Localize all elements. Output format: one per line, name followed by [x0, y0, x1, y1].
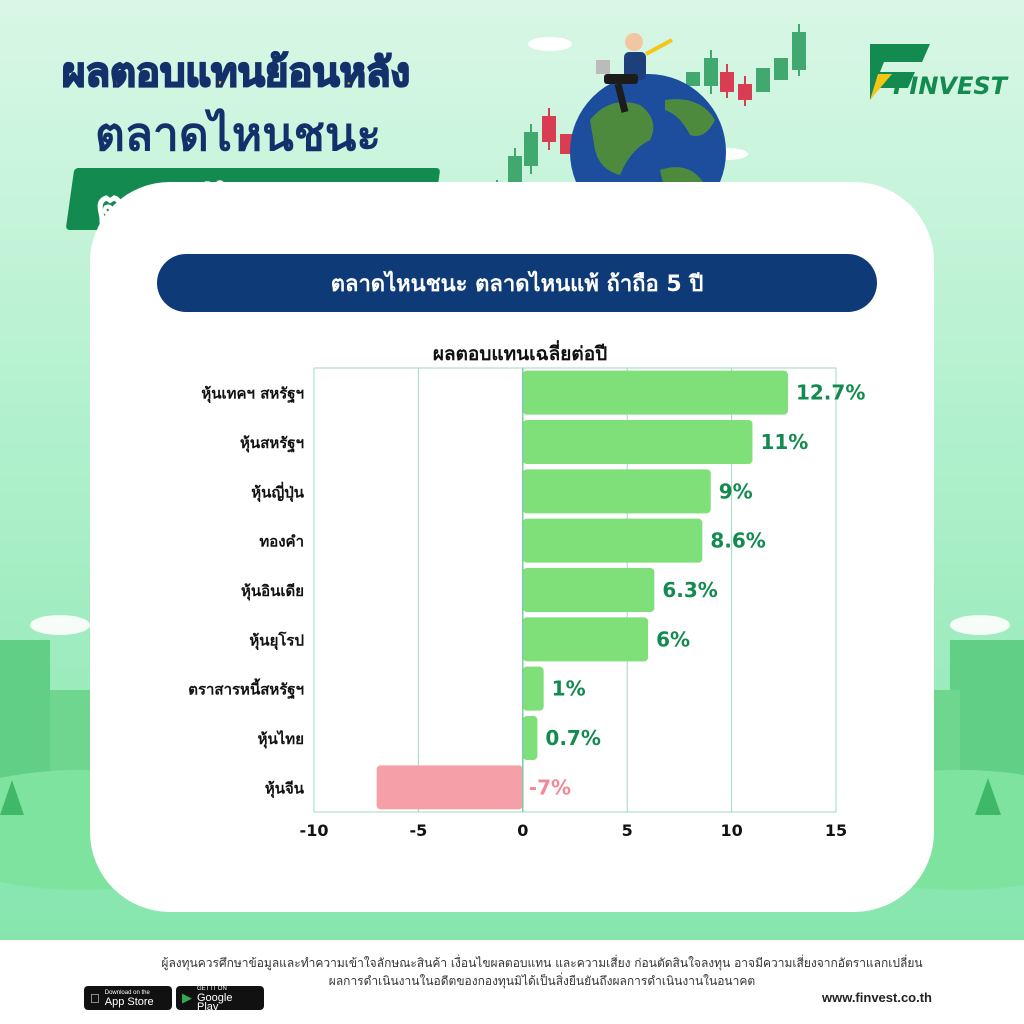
data-label: 0.7%: [545, 726, 600, 750]
x-tick-label: 5: [622, 821, 633, 840]
bar: [522, 518, 703, 563]
data-label: 9%: [719, 479, 753, 503]
data-label: 6%: [656, 627, 690, 651]
x-tick-label: 10: [720, 821, 742, 840]
disclaimer-text: ผู้ลงทุนควรศึกษาข้อมูลและทำความเข้าใจลัก…: [0, 954, 1024, 990]
data-label: 12.7%: [796, 381, 865, 405]
bar: [522, 568, 655, 612]
apple-icon: : [90, 991, 100, 1006]
category-label: หุ้นยุโรป: [249, 630, 304, 650]
category-label: หุ้นจีน: [265, 779, 305, 798]
footer: [0, 940, 1024, 1024]
bar: [522, 370, 788, 415]
bar: [522, 420, 753, 464]
google-play-label: Google Play: [197, 991, 233, 1013]
category-label: หุ้นอินเดีย: [241, 582, 304, 601]
bar: [522, 617, 649, 662]
category-label: หุ้นเทคฯ สหรัฐฯ: [201, 385, 304, 404]
category-label: ทองคำ: [259, 533, 304, 551]
x-tick-label: -5: [410, 821, 428, 840]
app-store-button[interactable]:  Download on the App Store: [84, 986, 172, 1010]
google-play-small-label: GET IT ON: [197, 985, 227, 992]
finvest-logo-icon: [870, 44, 930, 100]
app-store-small-label: Download on the: [95, 990, 150, 996]
bar: [522, 469, 711, 514]
chart-banner: ตลาดไหนชนะ ตลาดไหนแพ้ ถ้าถือ 5 ปี: [157, 254, 877, 312]
x-tick-label: 15: [825, 821, 847, 840]
chart-title: ผลตอบแทนเฉลี่ยต่อปี: [433, 340, 607, 365]
category-label: หุ้นสหรัฐฯ: [240, 434, 304, 453]
category-label: หุ้นญี่ปุ่น: [251, 481, 304, 502]
disclaimer-line-2: ผลการดำเนินงานในอดีตของกองทุนมิได้เป็นสิ…: [328, 974, 756, 988]
brand-logo-text: FINVEST: [893, 72, 1008, 100]
category-label: หุ้นไทย: [258, 729, 304, 749]
bar: [522, 666, 544, 711]
app-store-label: App Store: [95, 996, 154, 1008]
x-tick-label: -10: [300, 821, 329, 840]
website-link[interactable]: www.finvest.co.th: [821, 990, 932, 1005]
google-play-button[interactable]: ▶ GET IT ON Google Play: [176, 985, 264, 1013]
disclaimer-line-1: ผู้ลงทุนควรศึกษาข้อมูลและทำความเข้าใจลัก…: [161, 956, 923, 970]
title-line-2: ตลาดไหนชนะ: [95, 107, 382, 161]
data-label: 1%: [552, 677, 586, 701]
data-label: 8.6%: [710, 529, 765, 553]
x-tick-label: 0: [517, 821, 528, 840]
bar: [522, 716, 538, 760]
businessman-icon: [596, 33, 673, 113]
title-line-1: ผลตอบแทนย้อนหลัง: [61, 49, 411, 97]
category-label: ตราสารหนี้สหรัฐฯ: [188, 678, 304, 700]
play-store-icon: ▶: [182, 990, 192, 1005]
data-label: 6.3%: [662, 578, 717, 602]
data-label: 11%: [760, 430, 808, 454]
data-label: -7%: [529, 775, 571, 799]
bar: [376, 765, 523, 810]
